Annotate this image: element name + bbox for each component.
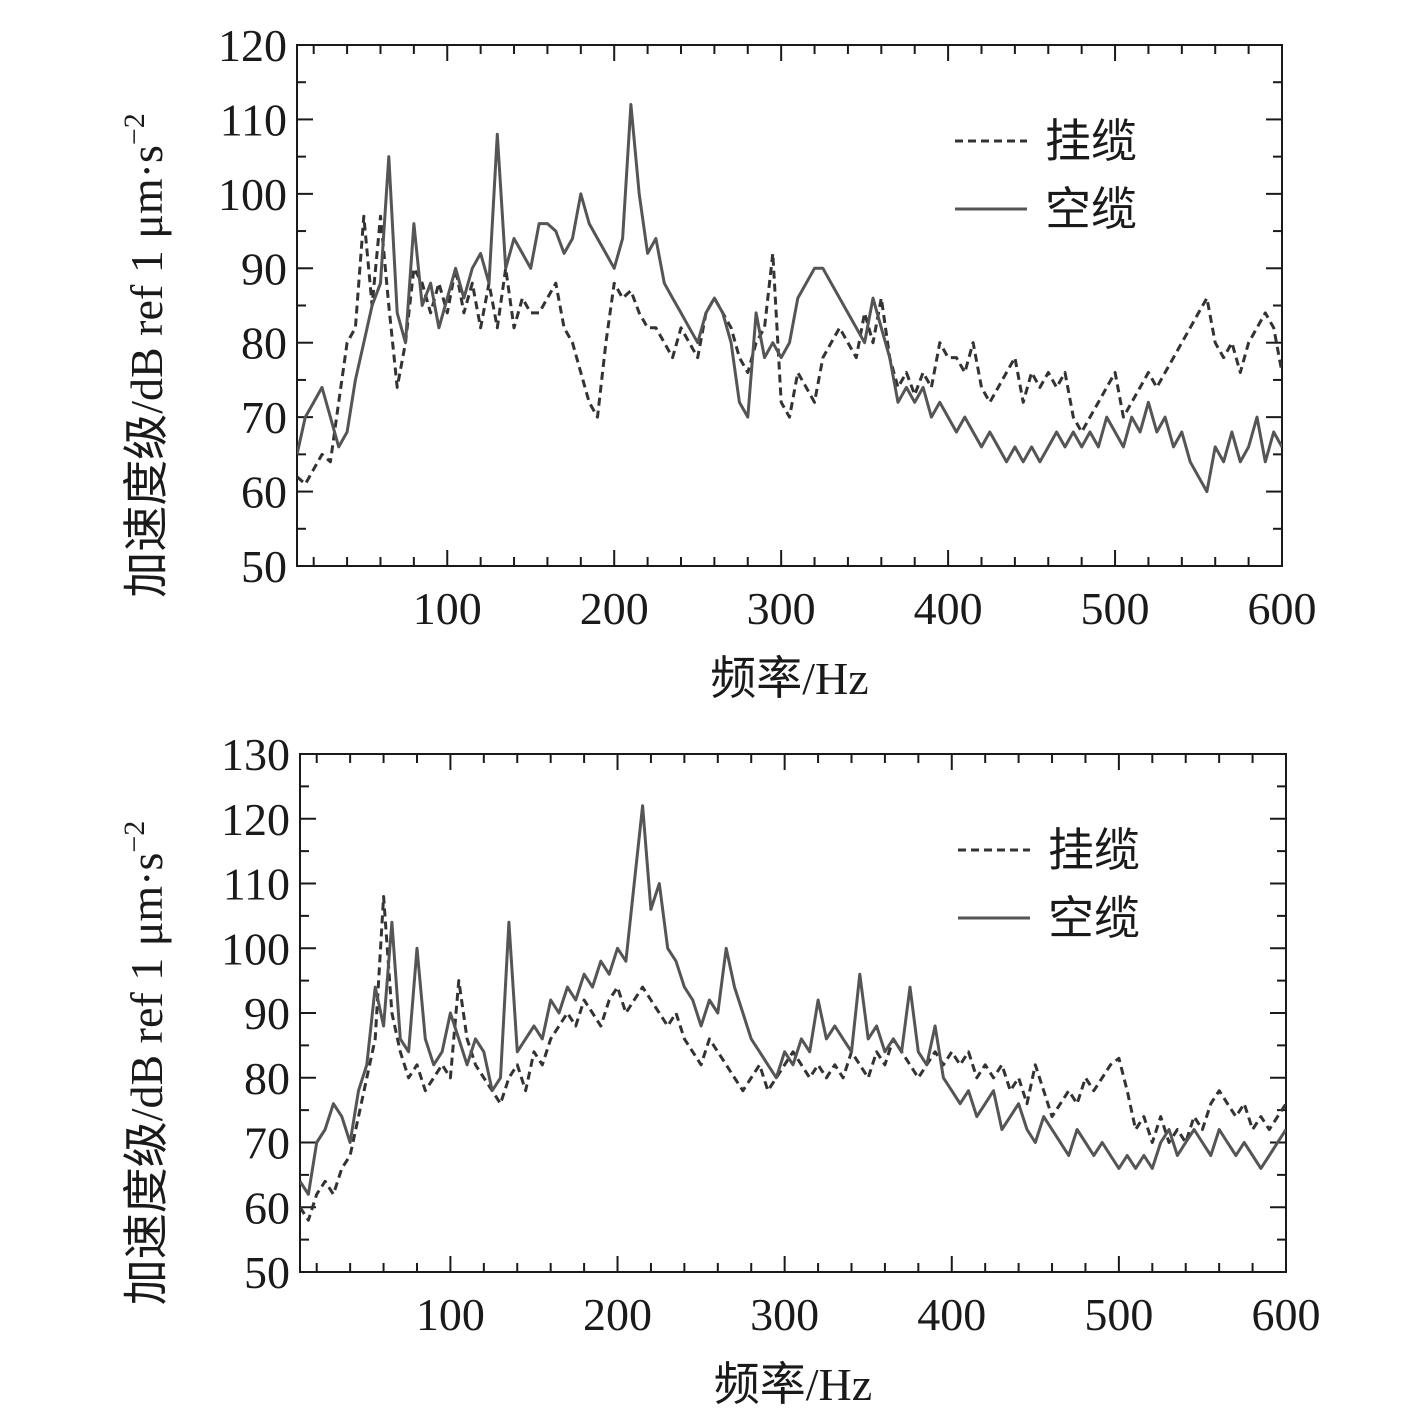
y-tick-label: 130 [221,729,290,780]
y-axis-title-superscript: −2 [118,821,151,853]
y-tick-label: 70 [244,1118,290,1169]
y-tick-label: 80 [244,1053,290,1104]
y-axis-title-main: 加速度级/dB ref 1 μm·s [121,853,172,1306]
y-tick-label: 110 [220,94,287,145]
series-line-2 [297,103,1282,494]
y-tick-label: 70 [241,392,287,443]
y-tick-label: 60 [241,467,287,518]
y-axis-title: 加速度级/dB ref 1 μm·s−2 [118,113,172,598]
series-line-1 [300,895,1286,1222]
legend-label-2: 空缆 [1045,184,1137,235]
x-tick-label: 500 [1081,583,1150,634]
x-tick-label: 400 [914,583,983,634]
x-tick-label: 200 [580,583,649,634]
legend-label-1: 挂缆 [1045,116,1137,167]
x-tick-label: 200 [583,1289,652,1340]
y-tick-label: 60 [244,1182,290,1233]
y-tick-label: 90 [244,988,290,1039]
y-tick-label: 80 [241,318,287,369]
x-tick-label: 500 [1084,1289,1153,1340]
y-tick-label: 110 [223,859,290,910]
y-axis-title-main: 加速度级/dB ref 1 μm·s [121,145,172,598]
y-tick-label: 120 [218,20,287,71]
x-tick-label: 600 [1248,583,1317,634]
x-tick-label: 300 [750,1289,819,1340]
y-tick-label: 50 [241,541,287,592]
y-tick-label: 90 [241,243,287,294]
series-line-1 [297,214,1282,486]
x-tick-label: 100 [413,583,482,634]
x-tick-label: 600 [1252,1289,1321,1340]
chart-panel-2: 100 200 300 400 500 600 50 60 70 80 90 100 110 120 130… [118,729,1321,1410]
y-tick-label: 120 [221,794,290,845]
legend-label-1: 挂缆 [1048,825,1140,876]
x-axis-title: 频率/Hz [710,653,868,704]
series-line-2 [300,804,1286,1196]
legend-label-2: 空缆 [1048,893,1140,944]
x-tick-label: 400 [917,1289,986,1340]
y-tick-label: 100 [221,923,290,974]
y-tick-label: 100 [218,169,287,220]
y-axis-title: 加速度级/dB ref 1 μm·s−2 [118,821,172,1306]
x-tick-label: 100 [416,1289,485,1340]
y-tick-label: 50 [244,1247,290,1298]
x-tick-label: 300 [747,583,816,634]
y-axis-title-superscript: −2 [118,113,151,145]
chart-panel-1: 100 200 300 400 500 600 50 60 70 80 90 100 110 120 频率/… [118,20,1317,704]
x-axis-title: 频率/Hz [714,1359,872,1410]
